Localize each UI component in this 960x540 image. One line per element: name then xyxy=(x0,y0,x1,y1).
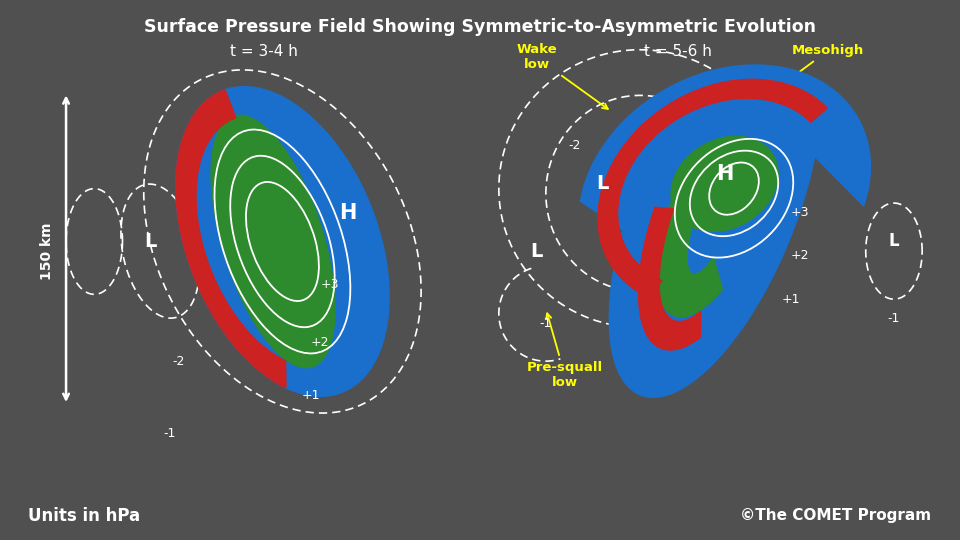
Text: -2: -2 xyxy=(173,355,185,368)
Text: t = 5-6 h: t = 5-6 h xyxy=(643,44,711,59)
Text: L: L xyxy=(596,174,609,193)
Text: ©The COMET Program: ©The COMET Program xyxy=(740,508,931,523)
Text: Surface Pressure Field Showing Symmetric-to-Asymmetric Evolution: Surface Pressure Field Showing Symmetric… xyxy=(144,18,816,36)
Polygon shape xyxy=(211,116,335,368)
Text: +3: +3 xyxy=(321,278,339,291)
Text: Units in hPa: Units in hPa xyxy=(29,507,140,525)
Text: +2: +2 xyxy=(791,249,809,262)
Text: Mesohigh: Mesohigh xyxy=(776,44,864,90)
Text: 150 km: 150 km xyxy=(40,222,54,280)
Polygon shape xyxy=(581,65,871,397)
Polygon shape xyxy=(671,136,779,231)
Text: -1: -1 xyxy=(540,316,552,330)
Text: -1: -1 xyxy=(163,427,176,440)
Text: +1: +1 xyxy=(781,293,800,306)
Text: -2: -2 xyxy=(568,139,580,152)
Text: Pre-squall
low: Pre-squall low xyxy=(527,313,603,389)
Text: H: H xyxy=(340,202,357,222)
Polygon shape xyxy=(638,207,701,350)
Polygon shape xyxy=(598,79,828,298)
Polygon shape xyxy=(657,161,723,317)
Text: +2: +2 xyxy=(311,336,329,349)
Text: +3: +3 xyxy=(791,206,809,219)
Text: L: L xyxy=(145,232,156,251)
Text: L: L xyxy=(530,241,542,261)
Polygon shape xyxy=(176,86,389,396)
Text: +1: +1 xyxy=(301,389,320,402)
Text: -1: -1 xyxy=(888,312,900,325)
Text: t = 3-4 h: t = 3-4 h xyxy=(229,44,298,59)
Polygon shape xyxy=(176,90,286,388)
Text: Wake
low: Wake low xyxy=(516,44,608,109)
Text: L: L xyxy=(889,233,900,251)
Text: H: H xyxy=(716,164,733,184)
